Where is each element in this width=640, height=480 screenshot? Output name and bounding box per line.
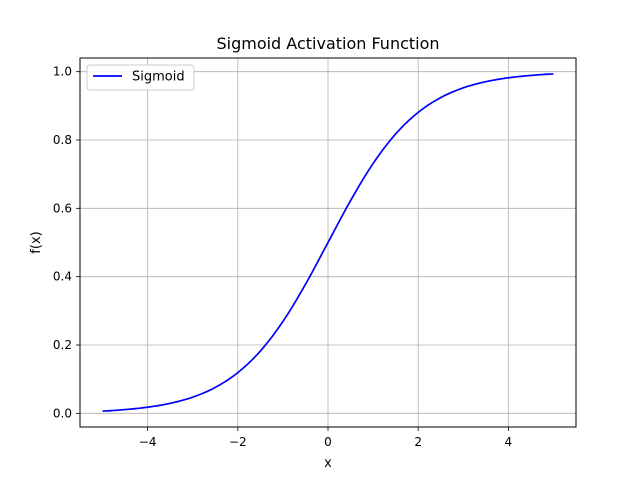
x-tick-label: 4 — [505, 435, 513, 449]
y-axis-label: f(x) — [29, 231, 44, 253]
series-line-sigmoid — [102, 73, 554, 412]
plot-frame — [79, 57, 577, 428]
x-tick-label: 0 — [324, 435, 332, 449]
series-layer — [102, 73, 554, 412]
legend-box — [86, 64, 195, 91]
axis-ticks: −4 −2 0 2 4 0.0 0.2 0.4 0.6 0.8 1.0 — [53, 65, 512, 449]
y-tick-label: 0.8 — [53, 133, 72, 147]
x-tick-label: 2 — [414, 435, 422, 449]
y-tick-label: 0.2 — [53, 338, 72, 352]
legend: Sigmoid — [86, 64, 195, 91]
x-tick-label: −4 — [139, 435, 157, 449]
x-axis-label: x — [324, 456, 332, 471]
chart-title: Sigmoid Activation Function — [216, 34, 439, 53]
x-tick-label: −2 — [229, 435, 247, 449]
y-tick-label: 0.6 — [53, 201, 72, 215]
y-tick-label: 0.4 — [53, 270, 72, 284]
y-tick-label: 0.0 — [53, 406, 72, 420]
y-tick-label: 1.0 — [53, 65, 72, 79]
legend-label-sigmoid: Sigmoid — [132, 70, 185, 85]
